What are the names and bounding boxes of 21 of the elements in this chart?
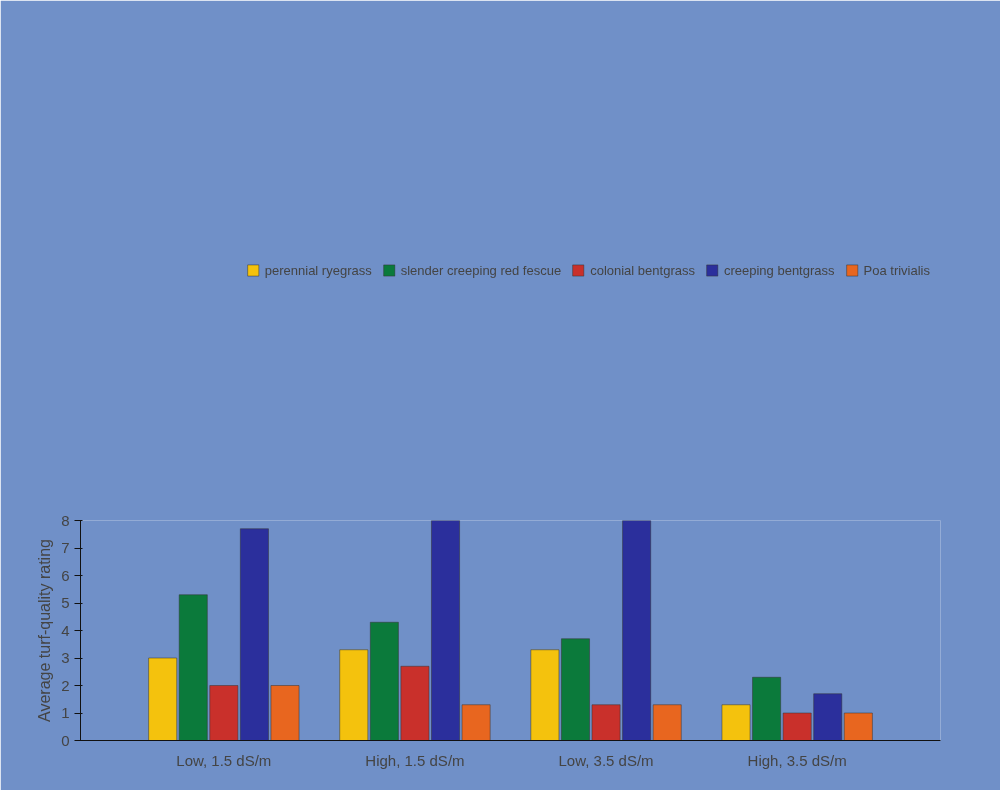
y-tick-label: 6 [61, 566, 70, 584]
y-tick-label: 2 [61, 676, 70, 694]
x-tick-label: Low, 3.5 dS/m [558, 751, 654, 769]
bar [148, 657, 177, 741]
legend-label: creeping bentgrass [723, 262, 835, 278]
y-tick-label: 8 [61, 511, 70, 529]
y-axis-title: Average turf-quality rating [36, 539, 54, 722]
y-tick-label: 7 [61, 539, 70, 556]
legend-label: Poa trivialis [863, 262, 930, 278]
x-tick-label: High, 3.5 dS/m [747, 751, 847, 769]
y-tick-label: 1 [61, 704, 70, 721]
legend-label: colonial bentgrass [590, 262, 695, 278]
legend-label: perennial ryegrass [264, 262, 372, 278]
x-tick-label: High, 1.5 dS/m [365, 751, 465, 769]
x-tick-label: Low, 1.5 dS/m [176, 751, 272, 769]
bar [844, 712, 873, 741]
y-tick-label: 5 [61, 594, 70, 611]
y-tick-label: 0 [61, 731, 70, 749]
y-tick-label: 3 [61, 649, 70, 666]
y-tick-label: 4 [61, 621, 70, 639]
legend-label: slender creeping red fescue [400, 262, 562, 278]
